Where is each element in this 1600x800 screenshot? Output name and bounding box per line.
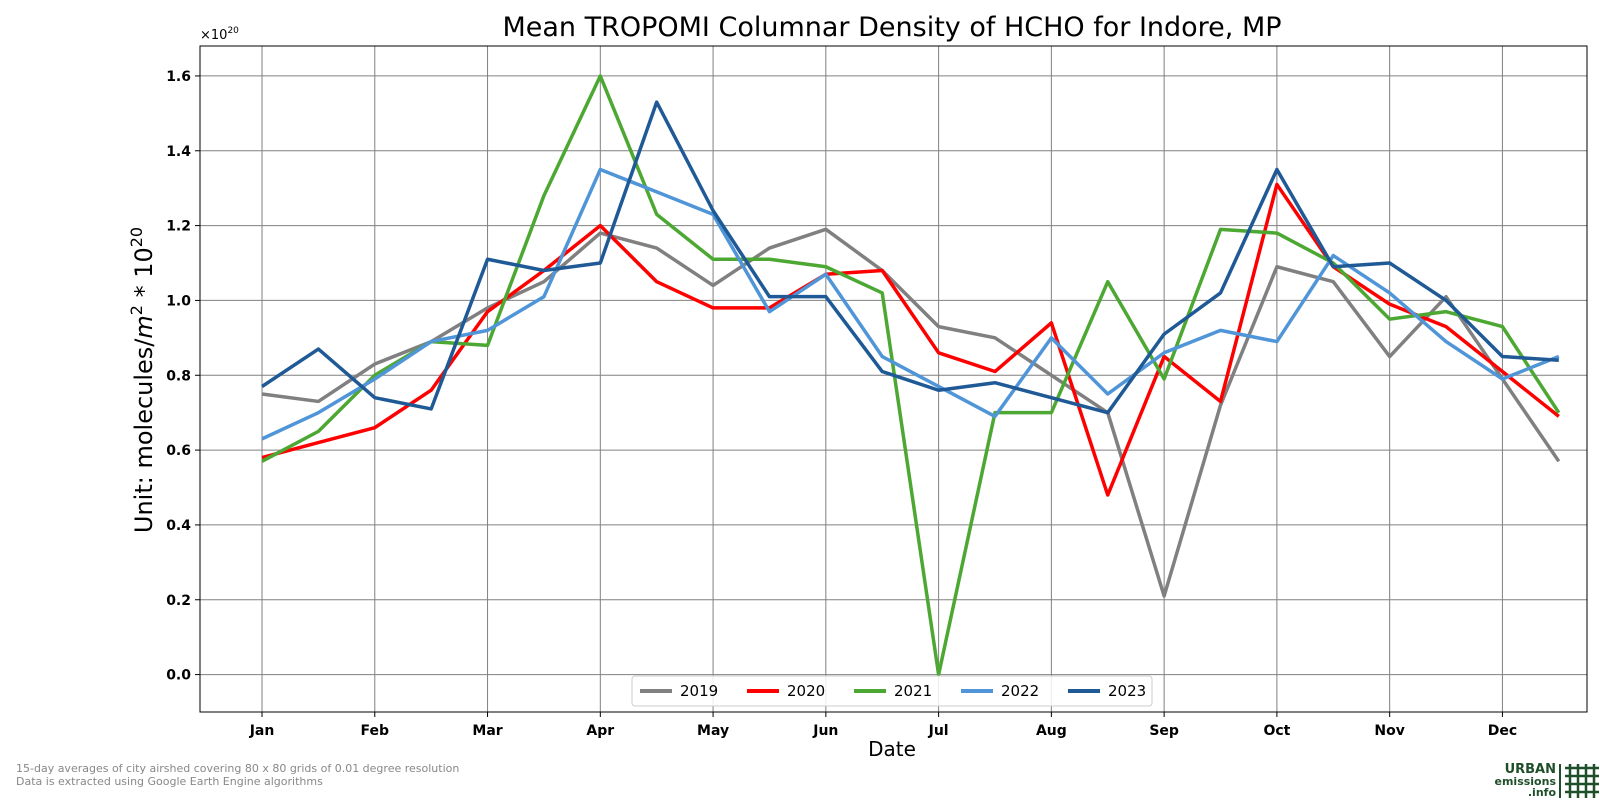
legend-label-2019: 2019: [680, 682, 718, 700]
x-tick-label: May: [697, 723, 729, 739]
logo-line-3: .info: [1528, 786, 1557, 799]
grid-icon: [1559, 764, 1599, 798]
y-tick-label: 1.0: [166, 293, 191, 309]
y-tick-label: 1.4: [166, 144, 191, 160]
x-tick-label: Dec: [1488, 723, 1517, 739]
legend: 2019 2020 2021 2022 2023: [631, 675, 1153, 707]
x-tick-label: Sep: [1149, 723, 1179, 739]
series-line-2021: [261, 74, 1561, 677]
series-lines: [261, 74, 1561, 677]
x-tick-label: Apr: [586, 723, 614, 739]
legend-label-2020: 2020: [787, 682, 825, 700]
x-tick-label: Jan: [249, 723, 275, 739]
y-tick-label: 1.2: [166, 219, 191, 235]
series-line-2023: [261, 100, 1559, 415]
y-axis-label: Unit: molecules/m2 * 1020: [127, 227, 158, 533]
series-line-2022: [261, 167, 1560, 441]
series-line-2019: [261, 227, 1561, 598]
y-tick-label: 0.4: [166, 518, 191, 534]
x-axis-label: Date: [868, 737, 916, 761]
x-tick-label: Feb: [361, 723, 390, 739]
chart-title: Mean TROPOMI Columnar Density of HCHO fo…: [502, 12, 1281, 43]
y-tick-label: 1.6: [166, 69, 191, 85]
x-tick-label: Aug: [1036, 723, 1067, 739]
x-tick-label: Nov: [1374, 723, 1404, 739]
plot-frame: [199, 45, 1588, 713]
y-tick-label: 0.2: [166, 593, 191, 609]
x-tick-label: Oct: [1263, 723, 1290, 739]
x-tick-label: Jun: [812, 723, 838, 739]
legend-label-2022: 2022: [1001, 682, 1039, 700]
legend-label-2021: 2021: [894, 682, 932, 700]
legend-label-2023: 2023: [1108, 682, 1146, 700]
y-offset-label: ×1020: [200, 26, 239, 43]
footnote-line-2: Data is extracted using Google Earth Eng…: [16, 775, 323, 788]
legend-box: [631, 675, 1153, 707]
y-tick-label: 0.6: [166, 443, 191, 459]
x-axis-ticks: Jan Feb Mar Apr May Jun Jul Aug Sep Oct Nov Dec: [249, 712, 1517, 739]
y-tick-label: 0.8: [166, 368, 191, 384]
logo-line-1: URBAN: [1505, 762, 1556, 777]
x-tick-label: Mar: [472, 723, 502, 739]
y-axis-ticks: 0.0 0.2 0.4 0.6 0.8 1.0 1.2 1.4 1.6: [166, 69, 200, 684]
x-tick-label: Jul: [928, 723, 949, 739]
urban-emissions-logo: URBAN emissions .info: [1495, 762, 1599, 799]
y-tick-label: 0.0: [166, 668, 191, 684]
logo-line-2: emissions: [1495, 775, 1557, 788]
footnote-line-1: 15-day averages of city airshed covering…: [16, 762, 459, 775]
